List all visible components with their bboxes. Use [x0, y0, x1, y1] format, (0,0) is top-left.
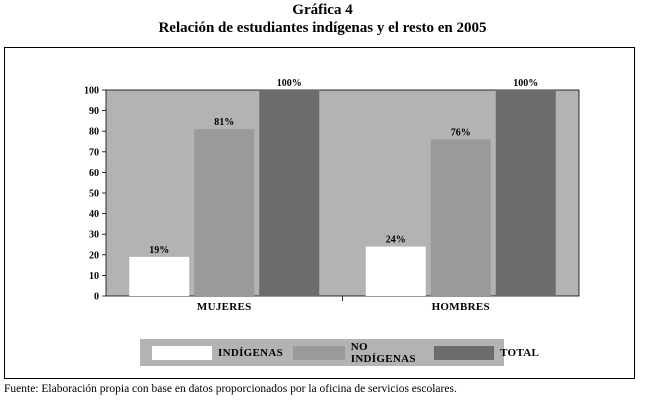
bar-ind-genas-mujeres [129, 256, 190, 296]
y-tick-label: 10 [89, 271, 99, 282]
legend-swatch-no-indigenas [293, 345, 345, 360]
legend-label-indigenas: INDÍGENAS [218, 346, 284, 359]
bar-data-label: 100% [277, 78, 302, 89]
legend-item-no-indigenas: NO INDÍGENAS [293, 341, 424, 365]
bar-no-ind-genas-hombres [430, 139, 491, 296]
chart-title: Relación de estudiantes indígenas y el r… [158, 20, 487, 36]
y-tick-label: 0 [94, 292, 99, 303]
y-tick-label: 100 [84, 86, 99, 97]
legend-swatch-indigenas [152, 345, 212, 360]
y-tick-label: 40 [89, 209, 99, 220]
bar-data-label: 19% [149, 245, 169, 256]
bar-data-label: 100% [513, 78, 538, 89]
legend-item-total: TOTAL [434, 345, 540, 360]
bar-total-hombres [495, 90, 556, 296]
x-category-label: HOMBRES [432, 301, 490, 313]
bar-data-label: 24% [386, 235, 406, 246]
y-tick-label: 90 [89, 106, 99, 117]
chart-number: Gráfica 4 [292, 2, 353, 18]
y-tick-label: 50 [89, 189, 99, 200]
legend-swatch-total [434, 345, 495, 360]
bar-total-mujeres [259, 90, 320, 296]
y-tick-label: 70 [89, 147, 99, 158]
y-tick-label: 20 [89, 250, 99, 261]
legend-label-no-indigenas: NO INDÍGENAS [350, 340, 416, 365]
bar-data-label: 76% [451, 127, 471, 138]
bar-ind-genas-hombres [365, 246, 426, 296]
legend: INDÍGENAS NO INDÍGENAS TOTAL [140, 339, 539, 366]
x-category-label: MUJERES [197, 301, 252, 313]
bar-no-ind-genas-mujeres [194, 129, 255, 296]
y-tick-label: 80 [89, 127, 99, 138]
y-tick-label: 30 [89, 230, 99, 241]
bar-data-label: 81% [214, 117, 234, 128]
legend-item-indigenas: INDÍGENAS [152, 345, 284, 360]
y-tick-label: 60 [89, 168, 99, 179]
legend-label-total: TOTAL [500, 346, 540, 359]
chart-plot: 0 10 20 30 40 50 60 70 80 90 100 19% 81% 100% MUJERES 2… [84, 78, 580, 313]
source-note: Fuente: Elaboración propia con base en d… [4, 383, 457, 395]
chart-frame: 0 10 20 30 40 50 60 70 80 90 100 19% 81% 100% MUJERES 2… [4, 47, 635, 379]
